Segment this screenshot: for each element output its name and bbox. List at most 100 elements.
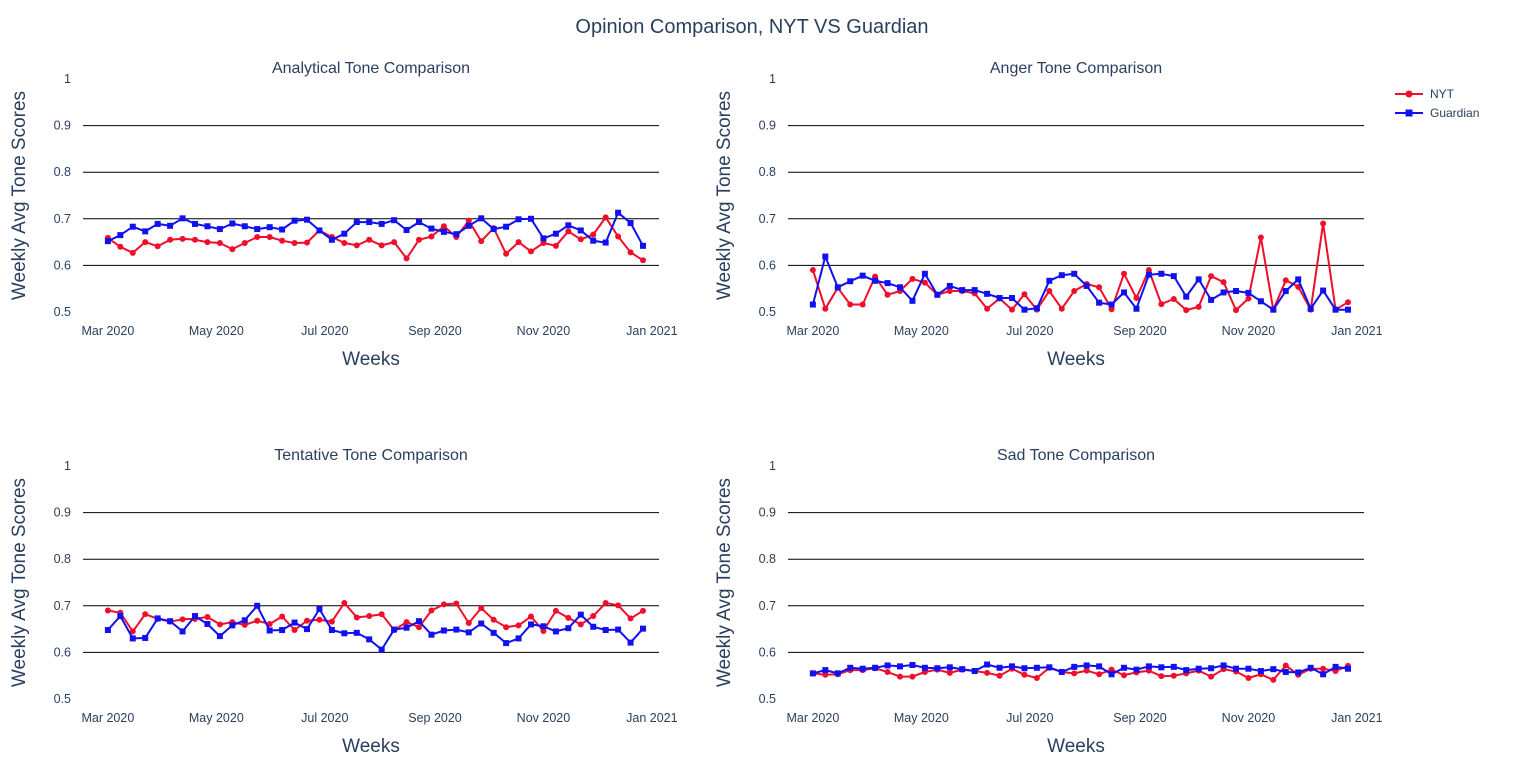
y-axis-title: Weekly Avg Tone Scores	[714, 478, 735, 687]
data-point	[847, 301, 854, 308]
data-point	[946, 288, 953, 295]
data-point	[1170, 295, 1177, 302]
data-point	[615, 209, 622, 216]
data-point	[478, 215, 485, 222]
data-point	[291, 240, 298, 247]
data-point	[192, 236, 198, 243]
x-tick-label: Jul 2020	[301, 711, 348, 725]
data-point	[490, 226, 497, 233]
data-point	[934, 665, 941, 672]
data-point	[142, 634, 149, 641]
data-point	[1332, 306, 1339, 313]
data-point	[1245, 295, 1252, 302]
data-point	[192, 220, 198, 227]
data-point	[1058, 305, 1065, 312]
data-point	[129, 223, 136, 230]
data-point	[1071, 670, 1078, 677]
data-point	[640, 625, 646, 632]
data-point	[1071, 663, 1078, 670]
data-point	[971, 668, 978, 675]
subplot-title: Anger Tone Comparison	[990, 60, 1162, 77]
data-point	[254, 602, 261, 609]
data-point	[117, 243, 124, 250]
subplot-title: Tentative Tone Comparison	[274, 447, 468, 464]
data-point	[266, 627, 273, 634]
data-point	[1145, 271, 1152, 278]
data-point	[104, 607, 111, 614]
x-tick-label: Sep 2020	[1113, 711, 1167, 725]
data-point	[341, 230, 348, 237]
data-point	[453, 626, 460, 633]
data-point	[167, 618, 174, 625]
y-tick-label: 0.8	[759, 165, 776, 179]
data-point	[1009, 663, 1015, 670]
data-point	[822, 253, 829, 260]
x-tick-label: Sep 2020	[408, 324, 462, 338]
data-point	[884, 280, 891, 287]
data-point	[640, 242, 646, 249]
y-tick-label: 0.9	[759, 119, 776, 133]
data-point	[540, 235, 547, 242]
data-point	[279, 226, 286, 233]
data-point	[577, 611, 584, 618]
data-point	[154, 243, 161, 250]
data-point	[1183, 667, 1190, 674]
data-point	[577, 227, 584, 234]
series-guardian	[809, 661, 1351, 678]
data-point	[1009, 295, 1015, 302]
data-point	[1257, 234, 1264, 241]
data-point	[328, 627, 335, 634]
data-point	[229, 622, 236, 629]
data-point	[540, 240, 547, 247]
data-point	[1033, 675, 1040, 682]
data-point	[1158, 673, 1165, 680]
data-point	[254, 233, 261, 240]
data-point	[316, 616, 323, 623]
data-point	[204, 223, 211, 230]
legend-item-nyt[interactable]: NYT	[1395, 87, 1455, 101]
data-point	[279, 237, 286, 244]
x-tick-label: Jul 2020	[301, 324, 348, 338]
data-point	[984, 290, 991, 297]
data-point	[1158, 664, 1165, 671]
data-point	[996, 664, 1003, 671]
data-point	[615, 602, 622, 609]
legend-item-guardian[interactable]: Guardian	[1395, 106, 1479, 120]
y-axis-title: Weekly Avg Tone Scores	[714, 91, 735, 300]
x-tick-label: Jan 2021	[1331, 711, 1382, 725]
data-point	[1021, 306, 1028, 313]
data-point	[1046, 664, 1053, 671]
data-point	[378, 646, 385, 653]
data-point	[552, 242, 559, 249]
data-point	[834, 670, 841, 677]
data-point	[1096, 671, 1103, 678]
x-tick-label: May 2020	[894, 711, 949, 725]
data-point	[565, 614, 572, 621]
series-guardian	[809, 253, 1351, 313]
data-point	[921, 664, 928, 671]
data-point	[909, 275, 916, 282]
data-point	[552, 628, 559, 635]
data-point	[241, 240, 248, 247]
data-point	[515, 239, 522, 246]
data-point	[1307, 305, 1314, 312]
data-point	[515, 622, 522, 629]
data-point	[1245, 289, 1252, 296]
data-point	[540, 623, 547, 630]
x-tick-label: Nov 2020	[517, 324, 571, 338]
data-point	[503, 250, 510, 257]
data-point	[1282, 288, 1289, 295]
legend[interactable]: NYT Guardian	[1395, 87, 1479, 120]
data-point	[602, 214, 609, 221]
data-point	[897, 663, 903, 670]
data-point	[1133, 666, 1140, 673]
data-point	[216, 226, 223, 233]
data-point	[590, 613, 597, 620]
data-point	[1121, 289, 1127, 296]
subplot-title: Sad Tone Comparison	[997, 447, 1155, 464]
data-point	[341, 600, 348, 607]
y-tick-label: 0.9	[54, 119, 71, 133]
data-point	[266, 224, 273, 231]
data-point	[897, 673, 903, 680]
